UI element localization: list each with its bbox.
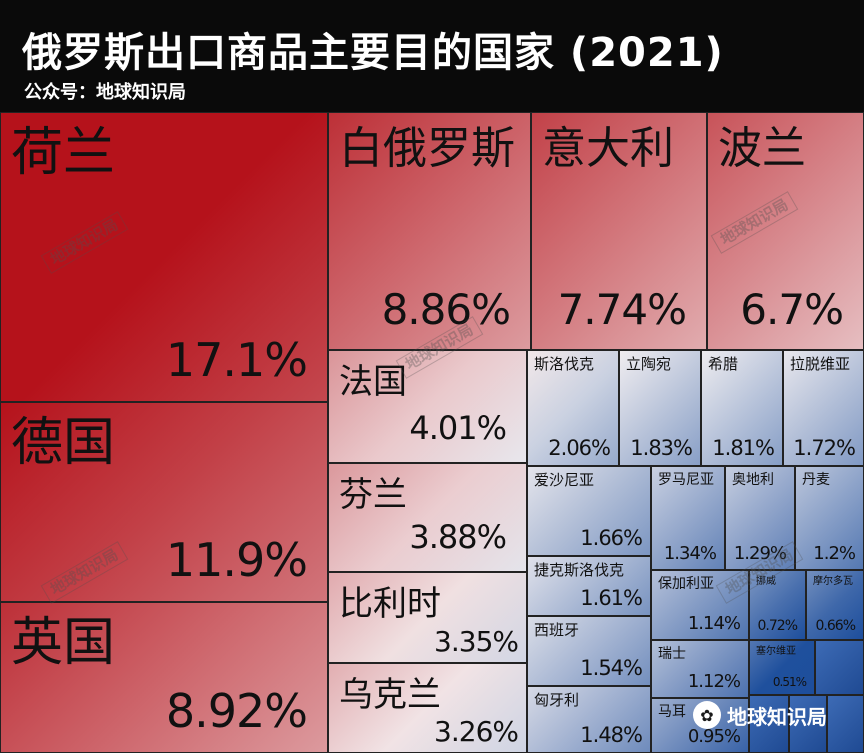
cell-country-label: 马耳 <box>658 704 686 720</box>
cell-value-label: 1.61% <box>580 586 643 610</box>
treemap-cell: 奥地利 1.29% <box>725 466 795 570</box>
treemap-cell: 捷克斯洛伐克 1.61% <box>527 556 651 616</box>
cell-country-label: 拉脱维亚 <box>790 355 851 373</box>
treemap-cell: 意大利 7.74% <box>531 112 707 350</box>
cell-country-label: 西班牙 <box>534 621 580 639</box>
cell-value-label: 1.34% <box>663 543 717 564</box>
cell-value-label: 1.83% <box>630 436 693 460</box>
cell-value-label: 1.29% <box>733 543 787 564</box>
treemap: 荷兰 17.1% 德国 11.9% 英国 8.92% 白俄罗斯 8.86% 意大利 7.74% 波兰… <box>0 112 864 753</box>
cell-country-label: 法国 <box>339 362 407 402</box>
treemap-cell: 比利时 3.35% <box>328 572 527 663</box>
cell-value-label: 3.88% <box>409 518 507 556</box>
treemap-cell: 保加利亚 1.14% <box>651 570 749 640</box>
cell-value-label: 0.51% <box>772 675 807 689</box>
treemap-cell: 拉脱维亚 1.72% <box>783 350 864 466</box>
treemap-cell <box>749 695 789 753</box>
cell-value-label: 1.81% <box>712 436 775 460</box>
cell-value-label: 0.95% <box>687 726 741 747</box>
cell-value-label: 8.86% <box>381 285 511 334</box>
treemap-cell: 希腊 1.81% <box>701 350 783 466</box>
cell-value-label: 1.2% <box>813 543 856 564</box>
cell-country-label: 奥地利 <box>732 472 774 488</box>
treemap-cell: 西班牙 1.54% <box>527 616 651 686</box>
cell-value-label: 1.72% <box>793 436 856 460</box>
cell-country-label: 瑞士 <box>658 646 686 662</box>
cell-value-label: 0.66% <box>815 618 856 634</box>
treemap-cell: 立陶宛 1.83% <box>619 350 701 466</box>
treemap-cell: 白俄罗斯 8.86% <box>328 112 531 350</box>
cell-value-label: 17.1% <box>165 333 308 387</box>
cell-value-label: 11.9% <box>165 533 308 587</box>
treemap-cell: 挪威 0.72% <box>749 570 806 640</box>
cell-value-label: 1.66% <box>580 526 643 550</box>
cell-value-label: 3.35% <box>434 625 519 658</box>
cell-country-label: 斯洛伐克 <box>534 355 595 373</box>
cell-country-label: 意大利 <box>542 123 674 174</box>
treemap-cell: 德国 11.9% <box>0 402 328 602</box>
cell-value-label: 1.54% <box>580 656 643 680</box>
cell-value-label: 3.26% <box>434 715 519 748</box>
wechat-icon: ✿ <box>693 701 721 729</box>
cell-country-label: 波兰 <box>718 123 806 174</box>
cell-country-label: 希腊 <box>708 355 739 373</box>
treemap-cell: 罗马尼亚 1.34% <box>651 466 725 570</box>
cell-country-label: 荷兰 <box>11 123 116 183</box>
account-badge-text: 地球知识局 <box>727 704 827 729</box>
treemap-cell: 摩尔多瓦 0.66% <box>806 570 864 640</box>
cell-country-label: 匈牙利 <box>534 691 580 709</box>
cell-country-label: 英国 <box>11 613 116 673</box>
cell-country-label: 乌克兰 <box>339 675 441 715</box>
cell-value-label: 1.48% <box>580 723 643 747</box>
header: 俄罗斯出口商品主要目的国家 (2021) 公众号：地球知识局 <box>0 0 864 112</box>
cell-country-label: 爱沙尼亚 <box>534 471 595 489</box>
treemap-cell <box>815 640 864 695</box>
treemap-cell: 爱沙尼亚 1.66% <box>527 466 651 556</box>
treemap-cell: 丹麦 1.2% <box>795 466 864 570</box>
cell-value-label: 1.12% <box>687 671 741 692</box>
treemap-cell: 芬兰 3.88% <box>328 463 527 572</box>
cell-value-label: 7.74% <box>557 285 687 334</box>
cell-country-label: 立陶宛 <box>626 355 672 373</box>
chart-subtitle: 公众号：地球知识局 <box>24 82 186 103</box>
treemap-cell: 瑞士 1.12% <box>651 640 749 698</box>
cell-country-label: 摩尔多瓦 <box>813 576 853 587</box>
account-badge: ✿ 地球知识局 <box>693 694 853 736</box>
chart-title: 俄罗斯出口商品主要目的国家 (2021) <box>22 30 724 76</box>
cell-country-label: 丹麦 <box>802 472 830 488</box>
cell-country-label: 芬兰 <box>339 475 407 515</box>
cell-value-label: 0.72% <box>757 618 798 634</box>
cell-country-label: 塞尔维亚 <box>756 646 796 657</box>
cell-value-label: 4.01% <box>409 409 507 447</box>
cell-country-label: 白俄罗斯 <box>339 123 515 174</box>
cell-country-label: 保加利亚 <box>658 576 714 592</box>
cell-value-label: 6.7% <box>740 285 844 334</box>
treemap-cell: 斯洛伐克 2.06% <box>527 350 619 466</box>
treemap-cell: 匈牙利 1.48% <box>527 686 651 753</box>
cell-value-label: 8.92% <box>165 684 308 738</box>
treemap-cell: 塞尔维亚 0.51% <box>749 640 815 695</box>
treemap-cell <box>827 695 864 753</box>
treemap-cell: 荷兰 17.1% <box>0 112 328 402</box>
cell-country-label: 罗马尼亚 <box>658 472 714 488</box>
cell-value-label: 2.06% <box>548 436 611 460</box>
cell-country-label: 德国 <box>11 413 116 473</box>
treemap-cell: 乌克兰 3.26% <box>328 663 527 753</box>
cell-country-label: 比利时 <box>339 584 441 624</box>
treemap-cell: 法国 4.01% <box>328 350 527 463</box>
cell-value-label: 1.14% <box>687 613 741 634</box>
cell-country-label: 挪威 <box>756 576 776 587</box>
cell-country-label: 捷克斯洛伐克 <box>534 561 625 579</box>
treemap-cell: 英国 8.92% <box>0 602 328 753</box>
